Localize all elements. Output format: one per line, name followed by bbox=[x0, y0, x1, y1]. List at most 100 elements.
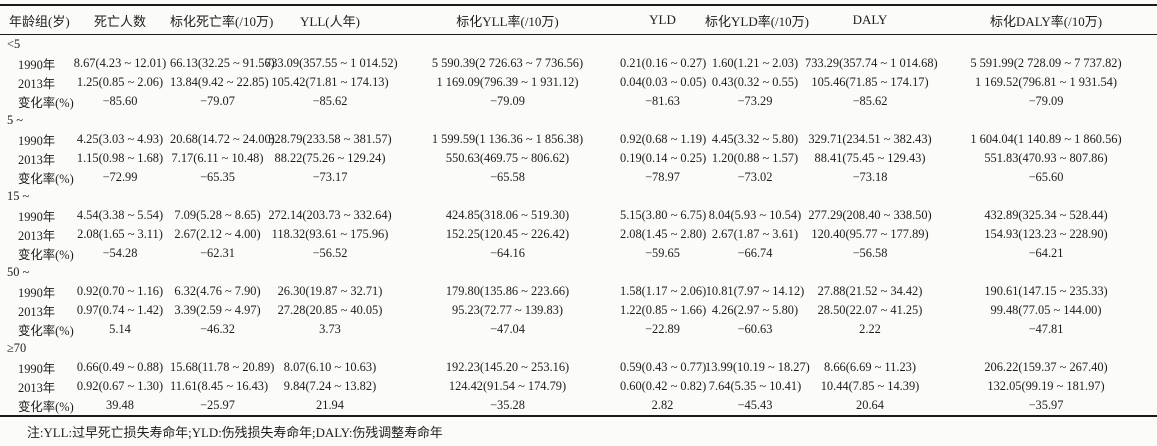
table-cell: 432.89(325.34 ~ 528.44) bbox=[984, 208, 1108, 222]
table-cell: 424.85(318.06 ~ 519.30) bbox=[445, 208, 570, 222]
table-cell: 3.39(2.59 ~ 4.97) bbox=[174, 303, 261, 317]
table-cell: 4.25(3.03 ~ 4.93) bbox=[76, 132, 164, 146]
table-cell: −59.65 bbox=[645, 246, 680, 260]
table-cell: 550.63(469.75 ~ 806.62) bbox=[445, 151, 570, 165]
table-cell: −73.02 bbox=[737, 170, 773, 184]
row-label: 变化率(%) bbox=[18, 323, 74, 338]
table-cell: 5.14 bbox=[109, 322, 131, 336]
table-cell: 328.79(233.58 ~ 381.57) bbox=[268, 132, 392, 146]
table-row: 1990年 4.54(3.38 ~ 5.54) 7.09(5.28 ~ 8.65) 2… bbox=[0, 206, 1157, 225]
table-cell: 7.09(5.28 ~ 8.65) bbox=[174, 208, 261, 222]
table-row: 变化率(%) 5.14 −46.32 3.73 −47.04 −22.89 −60.63 2.… bbox=[0, 320, 1157, 339]
table-cell: 39.48 bbox=[106, 398, 134, 412]
table-cell: 5 590.39(2 726.63 ~ 7 736.56) bbox=[431, 56, 584, 70]
table-cell: −64.21 bbox=[1028, 246, 1064, 260]
table-cell: 733.29(357.74 ~ 1 014.68) bbox=[805, 56, 938, 70]
table-cell: 95.23(72.77 ~ 139.83) bbox=[452, 303, 563, 317]
table-row: 变化率(%) −54.28 −62.31 −56.52 −64.16 −59.65 −66.… bbox=[0, 244, 1157, 263]
age-group-label: 50 ~ bbox=[7, 265, 30, 279]
table-cell: −79.07 bbox=[200, 94, 235, 108]
table-cell: −79.09 bbox=[1028, 94, 1064, 108]
table-cell: 4.45(3.32 ~ 5.80) bbox=[711, 132, 799, 146]
table-cell: 4.54(3.38 ~ 5.54) bbox=[76, 208, 164, 222]
table-row: 2013年 2.08(1.65 ~ 3.11) 2.67(2.12 ~ 4.00) 1… bbox=[0, 225, 1157, 244]
table-cell: 13.99(10.19 ~ 18.27) bbox=[705, 360, 810, 374]
table-row: 1990年 4.25(3.03 ~ 4.93) 20.68(14.72 ~ 24.0… bbox=[0, 130, 1157, 149]
row-label: 变化率(%) bbox=[18, 171, 74, 186]
table-cell: 11.61(8.45 ~ 16.43) bbox=[170, 379, 269, 393]
table-cell: 88.41(75.45 ~ 129.43) bbox=[814, 151, 926, 165]
table-cell: −35.97 bbox=[1028, 398, 1064, 412]
header-row: 年龄组(岁) 死亡人数 标化死亡率(/10万) YLL(人年) 标化YLL率(/… bbox=[0, 5, 1157, 35]
table-cell: −47.04 bbox=[490, 322, 525, 336]
table-cell: −64.16 bbox=[490, 246, 525, 260]
table-cell: −66.74 bbox=[737, 246, 773, 260]
row-label: 1990年 bbox=[18, 209, 56, 224]
row-label: 变化率(%) bbox=[18, 399, 74, 414]
column-header-daly: DALY bbox=[805, 5, 935, 35]
table-cell: 2.67(1.87 ~ 3.61) bbox=[711, 227, 799, 241]
table-cell: −85.62 bbox=[312, 94, 348, 108]
row-label: 2013年 bbox=[18, 228, 56, 243]
table-cell: 1.25(0.85 ~ 2.06) bbox=[76, 75, 164, 89]
table-cell: 179.80(135.86 ~ 223.66) bbox=[445, 284, 570, 298]
table-cell: 1 604.04(1 140.89 ~ 1 860.56) bbox=[970, 132, 1122, 146]
table-cell: 2.67(2.12 ~ 4.00) bbox=[174, 227, 261, 241]
table-cell: 1.20(0.88 ~ 1.57) bbox=[711, 151, 799, 165]
table-cell: 15.68(11.78 ~ 20.89) bbox=[170, 360, 275, 374]
table-cell: −22.89 bbox=[645, 322, 680, 336]
table-cell: 27.28(20.85 ~ 40.05) bbox=[277, 303, 383, 317]
table-cell: 13.84(9.42 ~ 22.85) bbox=[170, 75, 269, 89]
age-group-label: 5 ~ bbox=[7, 113, 23, 127]
table-cell: 1.15(0.98 ~ 1.68) bbox=[76, 151, 164, 165]
table-cell: 20.64 bbox=[856, 398, 884, 412]
table-cell: −73.17 bbox=[312, 170, 348, 184]
table-cell: 0.60(0.42 ~ 0.82) bbox=[620, 379, 707, 393]
disease-burden-table: 年龄组(岁) 死亡人数 标化死亡率(/10万) YLL(人年) 标化YLL率(/… bbox=[0, 4, 1157, 417]
table-cell: 5.15(3.80 ~ 6.75) bbox=[620, 208, 707, 222]
table-cell: 1.58(1.17 ~ 2.06) bbox=[620, 284, 707, 298]
column-header-yld: YLD bbox=[620, 5, 705, 35]
table-cell: −56.52 bbox=[312, 246, 348, 260]
table-cell: −65.60 bbox=[1028, 170, 1064, 184]
table-cell: 0.04(0.03 ~ 0.05) bbox=[620, 75, 707, 89]
table-cell: −79.09 bbox=[490, 94, 525, 108]
row-label: 变化率(%) bbox=[18, 95, 74, 110]
table-cell: 1 169.09(796.39 ~ 1 931.12) bbox=[436, 75, 579, 89]
table-cell: 99.48(77.05 ~ 144.00) bbox=[990, 303, 1102, 317]
table-cell: 28.50(22.07 ~ 41.25) bbox=[817, 303, 923, 317]
table-cell: −60.63 bbox=[737, 322, 773, 336]
table-cell: 329.71(234.51 ~ 382.43) bbox=[808, 132, 932, 146]
table-cell: 206.22(159.37 ~ 267.40) bbox=[984, 360, 1108, 374]
table-cell: 1.60(1.21 ~ 2.03) bbox=[711, 56, 799, 70]
table-cell: 2.82 bbox=[651, 398, 674, 412]
table-cell: −85.60 bbox=[102, 94, 138, 108]
table-cell: 6.32(4.76 ~ 7.90) bbox=[174, 284, 261, 298]
table-cell: 1 169.52(796.81 ~ 1 931.54) bbox=[975, 75, 1117, 89]
row-label: 2013年 bbox=[18, 152, 56, 167]
table-cell: 8.07(6.10 ~ 10.63) bbox=[283, 360, 377, 374]
table-cell: 1 599.59(1 136.36 ~ 1 856.38) bbox=[431, 132, 584, 146]
table-cell: 2.22 bbox=[859, 322, 881, 336]
column-header-std-daly-rate: 标化DALY率(/10万) bbox=[935, 5, 1157, 35]
table-row: 变化率(%) 39.48 −25.97 21.94 −35.28 2.82 −45.43 20… bbox=[0, 396, 1157, 416]
table-cell: 20.68(14.72 ~ 24.00) bbox=[170, 132, 275, 146]
table-cell: 66.13(32.25 ~ 91.56) bbox=[170, 56, 275, 70]
table-row: 变化率(%) −85.60 −79.07 −85.62 −79.09 −81.63 −73.… bbox=[0, 92, 1157, 111]
table-cell: 124.42(91.54 ~ 174.79) bbox=[448, 379, 567, 393]
table-row: 2013年 1.15(0.98 ~ 1.68) 7.17(6.11 ~ 10.48)… bbox=[0, 149, 1157, 168]
table-cell: −81.63 bbox=[645, 94, 680, 108]
table-cell: 0.19(0.14 ~ 0.25) bbox=[620, 151, 707, 165]
table-cell: −62.31 bbox=[200, 246, 235, 260]
column-header-std-death-rate: 标化死亡率(/10万) bbox=[170, 5, 273, 35]
table-cell: −35.28 bbox=[490, 398, 525, 412]
table-cell: 0.92(0.70 ~ 1.16) bbox=[76, 284, 164, 298]
table-cell: 8.04(5.93 ~ 10.54) bbox=[708, 208, 802, 222]
table-cell: 0.92(0.67 ~ 1.30) bbox=[76, 379, 164, 393]
table-cell: 105.42(71.81 ~ 174.13) bbox=[271, 75, 389, 89]
table-row: 2013年 0.97(0.74 ~ 1.42) 3.39(2.59 ~ 4.97) 2… bbox=[0, 301, 1157, 320]
row-label: 1990年 bbox=[18, 133, 56, 148]
table-cell: 8.67(4.23 ~ 12.01) bbox=[73, 56, 167, 70]
table-cell: 7.64(5.35 ~ 10.41) bbox=[708, 379, 802, 393]
table-cell: 132.05(99.19 ~ 181.97) bbox=[987, 379, 1105, 393]
